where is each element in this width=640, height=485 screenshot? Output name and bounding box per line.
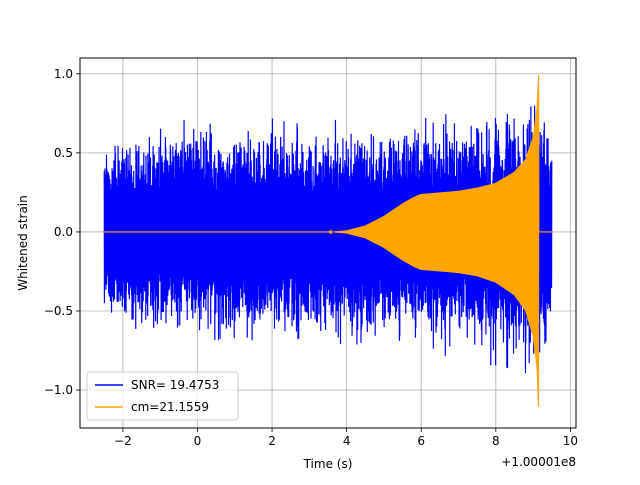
legend-frame	[86, 371, 239, 421]
legend-label-snr: SNR= 19.4753	[131, 378, 219, 392]
y-tick-label: 0.5	[54, 146, 73, 160]
x-offset-label: +1.00001e8	[501, 455, 576, 469]
tick-layer: −2 0 2 4 6 8 10 −1.0 −0.5 0.0 0.5 1.0	[44, 67, 578, 448]
series-line-template	[104, 75, 552, 407]
x-tick-label: 8	[492, 434, 500, 448]
series-layer	[103, 75, 553, 407]
x-tick-label: 6	[417, 434, 425, 448]
series-line-snr	[103, 105, 553, 374]
y-tick-label: 0.0	[54, 225, 73, 239]
legend-label-template: cm=21.1559	[131, 400, 209, 414]
y-tick-label: −0.5	[44, 304, 73, 318]
y-axis-label: Whitened strain	[16, 195, 30, 291]
legend: SNR= 19.4753 cm=21.1559	[86, 371, 239, 421]
x-tick-label: 4	[343, 434, 351, 448]
x-tick-label: 10	[563, 434, 578, 448]
x-axis-label: Time (s)	[303, 457, 353, 471]
plot-frame	[79, 57, 577, 429]
y-tick-label: 1.0	[54, 67, 73, 81]
x-tick-label: −2	[114, 434, 132, 448]
y-tick-label: −1.0	[44, 383, 73, 397]
x-tick-label: 2	[268, 434, 276, 448]
x-tick-label: 0	[194, 434, 202, 448]
